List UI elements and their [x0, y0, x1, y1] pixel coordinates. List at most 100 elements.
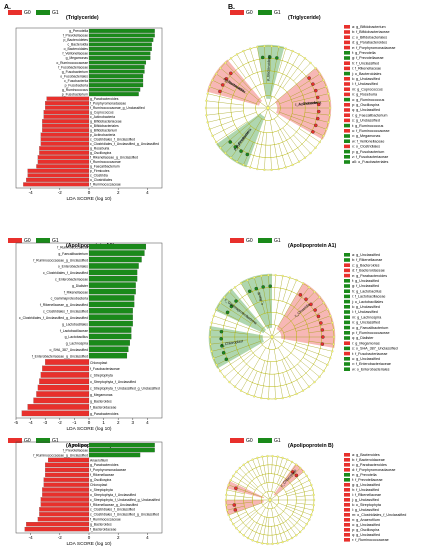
taxon-swatch [344, 528, 350, 532]
biomarker-node [221, 350, 226, 355]
tree-branch [236, 118, 262, 162]
tree-node [229, 479, 232, 482]
tree-branch [280, 514, 297, 536]
bar [88, 282, 136, 288]
taxon-label: m: o_Clostridiales_f_Unclassified [352, 513, 406, 517]
tree-branch [236, 505, 264, 529]
taxon-swatch [344, 160, 350, 164]
tree-node [311, 509, 314, 512]
x-tick-label: -4 [29, 420, 33, 425]
tree-node [270, 45, 273, 48]
tree-node [276, 542, 279, 545]
bar-label: f_Rikenellaceae_g_Unclassified [90, 156, 138, 160]
clade-label: c_Actinobacteria [295, 100, 322, 106]
taxon-label: t: g_Ruminococcus [352, 124, 384, 128]
bar-label: g_Lactobacillales [62, 322, 88, 326]
tree-branch [267, 336, 273, 349]
tree-branch [298, 128, 320, 143]
taxon-swatch [344, 458, 350, 462]
tree-node [235, 470, 238, 473]
clade-highlight [206, 59, 263, 106]
biomarker-node [225, 310, 230, 315]
taxon-label: j: g_Unclassified [351, 498, 379, 502]
tree-branch [277, 130, 293, 165]
biomarker-node [319, 321, 323, 325]
tree-branch [274, 507, 293, 539]
taxon-swatch [344, 478, 350, 482]
tree-node [260, 274, 263, 278]
biomarker-node [232, 503, 237, 507]
bar-label: g_Oscillospira [90, 151, 111, 155]
bar-label: f_Ruminococcaceae_g_Unclassified [90, 106, 145, 110]
taxon-label: k: g_Unclassified [352, 77, 380, 81]
biomarker-node [313, 308, 317, 312]
bar-label: f_Ruminococcaceae_g_Unclassified [33, 453, 88, 457]
tree-node [212, 357, 215, 360]
taxon-label: r: f_Ruminococcaceae [352, 538, 389, 542]
panel-title: (Apolipoprotein A1) [288, 243, 336, 249]
tree-branch [277, 115, 316, 148]
tree-node [208, 128, 211, 131]
biomarker-node [311, 82, 315, 86]
biomarker-node [320, 328, 325, 332]
taxon-swatch [344, 253, 350, 257]
tree-node [209, 343, 212, 346]
tree-branch [210, 329, 248, 335]
tree-node [210, 350, 213, 353]
tree-node [256, 45, 259, 49]
tree-branch [228, 484, 262, 498]
tree-node [238, 530, 241, 534]
taxon-label: p: g_Oscillospira [352, 103, 380, 107]
legend-swatch-g1 [36, 438, 50, 443]
tree-node [318, 375, 321, 378]
tree-branch [271, 325, 277, 338]
bar-label: c_Streptophyta [90, 374, 113, 378]
bar-label: g_Ruminococcus [62, 88, 88, 92]
taxon-swatch [344, 149, 350, 154]
tree-node [251, 458, 254, 461]
x-tick-label: 3 [132, 420, 135, 425]
x-tick-label: -3 [43, 420, 47, 425]
tree-node [206, 121, 209, 124]
bar [27, 173, 90, 178]
bar [42, 365, 90, 372]
tree-node [246, 278, 249, 282]
tree-branch [267, 107, 279, 116]
x-tick-label: 0 [88, 535, 91, 540]
tree-branch [296, 494, 314, 498]
tree-node [332, 343, 335, 346]
tree-node [229, 156, 233, 159]
taxon-label: r: g_Megamonas [352, 341, 380, 345]
bar [21, 410, 90, 417]
biomarker-node [314, 88, 318, 93]
bar-label: c_Clostridiales_f_Unclassified [90, 508, 135, 512]
tree-node [253, 395, 256, 398]
tree-branch [273, 275, 276, 300]
biomarker-node [224, 77, 229, 81]
taxon-label: h: f_Unclassified [352, 61, 379, 65]
bar-label: p_Actinobacteria [90, 133, 115, 137]
x-tick-label: -2 [58, 420, 62, 425]
tree-branch [220, 350, 252, 372]
tree-node [266, 542, 269, 546]
tree-branch [224, 344, 263, 377]
x-tick-label: 2 [117, 535, 120, 540]
taxon-label: n: g_Unclassified [352, 321, 380, 325]
biomarker-node [320, 342, 325, 346]
bar [88, 263, 139, 269]
tree-branch [271, 336, 277, 349]
tree-node [267, 397, 270, 400]
taxon-swatch [344, 103, 350, 107]
tree-node [276, 455, 279, 458]
tree-node [226, 488, 229, 491]
bar-label: f_Rikenellaceae [90, 473, 114, 477]
tree-node [251, 539, 254, 542]
tree-branch [271, 526, 273, 544]
taxon-swatch [344, 493, 350, 497]
clade-label: c_Clostridia [299, 101, 318, 107]
tree-branch [257, 516, 266, 543]
bar-label: f_Fusobacteriaceae [58, 65, 88, 69]
bar-label: c_Streptophyta_f_Unclassified_g_Unclassi… [90, 498, 160, 502]
tree-node [322, 369, 325, 373]
bar [88, 83, 144, 88]
